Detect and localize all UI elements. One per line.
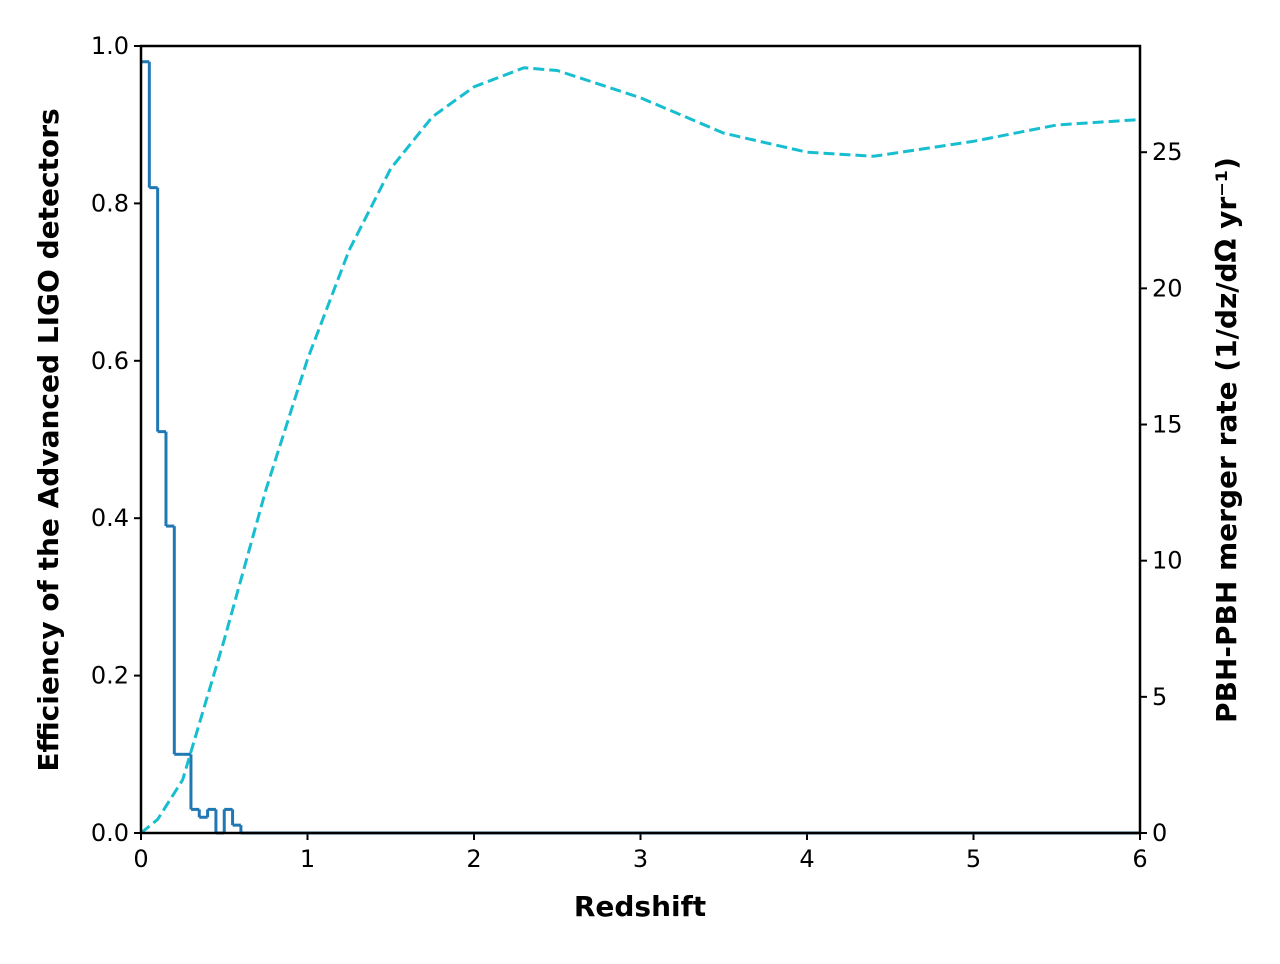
- x-tick-label: 1: [300, 845, 315, 873]
- x-tick-label: 0: [133, 845, 148, 873]
- y2-tick-label: 20: [1152, 274, 1183, 302]
- y2-tick-label: 10: [1152, 547, 1183, 575]
- line-series: [140, 66, 1141, 835]
- y2-tick-label: 0: [1152, 819, 1167, 847]
- y2-tick-label: 15: [1152, 411, 1183, 439]
- y-tick-label: 0.8: [91, 189, 129, 217]
- y2-tick-label: 25: [1152, 138, 1183, 166]
- y-axis-label: Efficiency of the Advanced LIGO detector…: [32, 108, 65, 771]
- y2-tick-label: 5: [1152, 683, 1167, 711]
- x-tick-label: 6: [1132, 845, 1147, 873]
- x-tick-label: 5: [966, 845, 981, 873]
- y-tick-label: 0.2: [91, 662, 129, 690]
- x-tick-label: 4: [799, 845, 814, 873]
- x-tick-label: 2: [466, 845, 481, 873]
- y-tick-label: 0.0: [91, 819, 129, 847]
- x-tick-label: 3: [633, 845, 648, 873]
- y-tick-label: 1.0: [91, 32, 129, 60]
- y-tick-label: 0.6: [91, 347, 129, 375]
- y-tick-label: 0.4: [91, 504, 129, 532]
- x-axis-label: Redshift: [574, 890, 706, 923]
- plot-frame: [139, 44, 1142, 835]
- y2-axis-label: PBH-PBH merger rate (1/dz/dΩ yr⁻¹): [1210, 157, 1243, 723]
